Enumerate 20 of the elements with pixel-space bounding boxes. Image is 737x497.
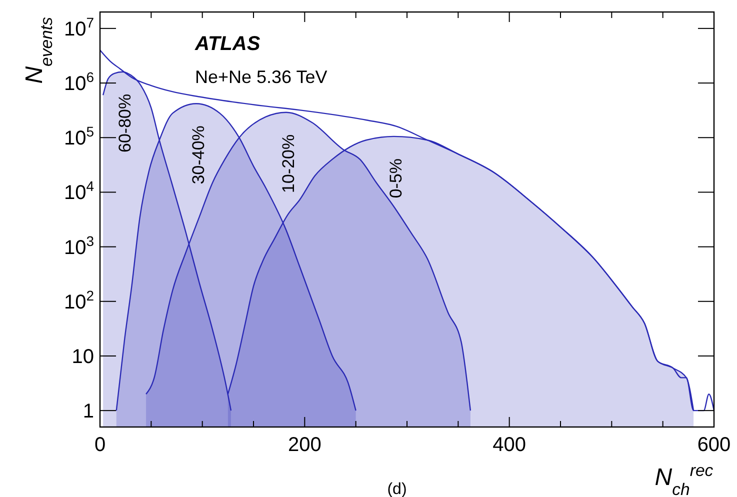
x-tick-label: 0 xyxy=(94,434,106,456)
series-label: 0-5% xyxy=(386,158,406,198)
series-label: 60-80% xyxy=(116,94,135,152)
y-tick-label: 10$^{3}$ xyxy=(64,232,94,259)
x-tick-label: 400 xyxy=(492,434,526,456)
text: (d) xyxy=(387,481,407,497)
y-tick-label: 10$^{7}$ xyxy=(64,14,94,40)
y-tick-label: 10 xyxy=(72,346,94,368)
series-label: 30-40% xyxy=(189,126,208,184)
x-tick-label: 200 xyxy=(288,434,322,456)
y-tick-label: 1 xyxy=(82,400,94,423)
y-tick-label: 10$^{6}$ xyxy=(64,69,94,96)
y-tick-label: 10$^{5}$ xyxy=(64,124,94,150)
y-tick-label: 10$^{4}$ xyxy=(64,178,94,204)
y-tick-label: 10$^{2}$ xyxy=(64,287,94,314)
series-label: 10-20% xyxy=(279,134,298,193)
line-series xyxy=(99,50,715,412)
x-tick-label: 600 xyxy=(697,434,731,456)
annotation: ATLAS xyxy=(194,33,261,55)
annotation: Ne+Ne 5.36 TeV xyxy=(195,67,328,87)
